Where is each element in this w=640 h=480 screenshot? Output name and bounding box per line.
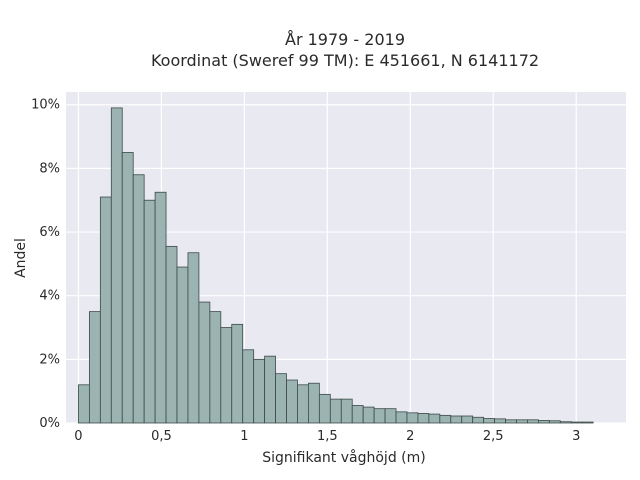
bars-layer — [78, 107, 594, 424]
histogram-bar — [176, 266, 189, 424]
histogram-bar — [99, 196, 112, 424]
histogram-bar — [286, 379, 298, 424]
histogram-bar — [395, 411, 408, 424]
histogram-bar — [472, 416, 485, 424]
histogram-bar — [373, 408, 386, 424]
y-axis-title: Andel — [13, 238, 29, 278]
histogram-bar — [362, 406, 375, 424]
x-tick-label: 3 — [572, 429, 580, 444]
histogram-bar — [548, 420, 561, 424]
x-tick-label: 1 — [240, 429, 248, 444]
histogram-bar — [439, 414, 452, 424]
histogram-bar — [264, 355, 276, 424]
x-tick-label: 0,5 — [151, 429, 172, 444]
histogram-bar — [143, 199, 156, 424]
histogram-bar — [559, 421, 572, 424]
histogram-bar — [154, 191, 167, 424]
y-tick-label: 6% — [39, 225, 60, 240]
y-tick-label: 10% — [31, 98, 60, 113]
y-tick-label: 4% — [39, 289, 60, 304]
histogram-bar — [187, 252, 200, 424]
x-axis-title: Signifikant våghöjd (m) — [262, 449, 425, 466]
histogram-bar — [351, 405, 364, 424]
histogram-bar — [505, 419, 517, 424]
x-tick-label: 1,5 — [317, 429, 338, 444]
histogram-bar — [516, 419, 528, 424]
chart-title-line-2: Koordinat (Sweref 99 TM): E 451661, N 61… — [151, 51, 539, 70]
y-tick-label: 8% — [39, 161, 60, 176]
histogram-bar — [165, 245, 178, 424]
histogram-bar — [329, 398, 342, 424]
histogram-bar — [110, 107, 123, 424]
histogram-bar — [527, 419, 539, 424]
histogram-bar — [428, 413, 441, 424]
x-tick-label: 2,5 — [483, 429, 504, 444]
y-tick-label: 0% — [39, 416, 60, 431]
histogram-bar — [417, 413, 430, 424]
histogram-bar — [570, 421, 583, 424]
histogram-bar — [308, 382, 320, 424]
histogram-bar — [494, 418, 506, 424]
histogram-bar — [231, 323, 244, 424]
histogram-bar — [242, 349, 255, 424]
histogram-bar — [318, 393, 331, 424]
histogram-bar — [220, 327, 233, 424]
histogram-bar — [275, 373, 287, 424]
histogram-bar — [198, 301, 211, 424]
histogram-bar — [483, 418, 495, 424]
histogram-bar — [340, 398, 353, 424]
chart-title-line-1: År 1979 - 2019 — [285, 30, 405, 49]
histogram-bar — [406, 412, 419, 424]
histogram-bar — [461, 415, 474, 424]
histogram-bar — [581, 421, 594, 424]
histogram-bar — [537, 420, 550, 424]
histogram-bar — [297, 384, 309, 424]
histogram-bar — [384, 408, 397, 424]
x-tick-label: 2 — [406, 429, 414, 444]
histogram-bar — [121, 152, 134, 424]
histogram-bar — [78, 384, 90, 424]
x-tick-label: 0 — [74, 429, 82, 444]
y-axis-ticks: 0% 2% 4% 6% 8% 10% — [31, 98, 60, 431]
histogram-bar — [253, 358, 266, 424]
y-tick-label: 2% — [39, 352, 60, 367]
histogram-bar — [132, 174, 145, 424]
histogram-bar — [450, 415, 463, 424]
x-axis-ticks: 0 0,5 1 1,5 2 2,5 3 — [74, 429, 580, 444]
histogram-bar — [88, 311, 101, 424]
histogram-bar — [209, 311, 222, 424]
